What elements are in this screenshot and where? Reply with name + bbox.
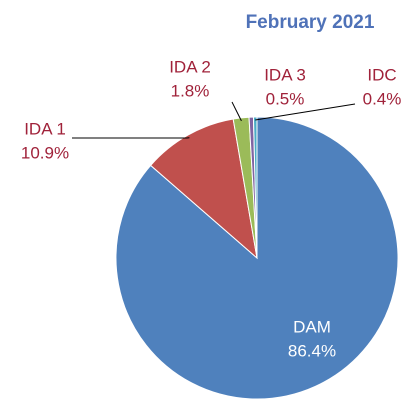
leader-line (255, 103, 356, 121)
slice-label-value: 0.5% (266, 89, 305, 108)
pie-slice (149, 118, 258, 260)
slice-label-name: IDA 3 (264, 65, 306, 84)
chart-title: February 2021 (246, 12, 375, 33)
slice-label-value: 10.9% (21, 143, 69, 162)
slice-label-name: IDA 1 (24, 119, 66, 138)
slice-label-name: IDA 2 (169, 57, 211, 76)
slice-label-name: IDC (367, 65, 396, 84)
slice-label-value: 0.4% (363, 89, 402, 108)
slice-label-value: 86.4% (288, 341, 336, 360)
slice-label-name: DAM (293, 317, 331, 336)
leader-line (231, 101, 242, 122)
pie-slice (252, 116, 258, 259)
slice-label-value: 1.8% (171, 81, 210, 100)
